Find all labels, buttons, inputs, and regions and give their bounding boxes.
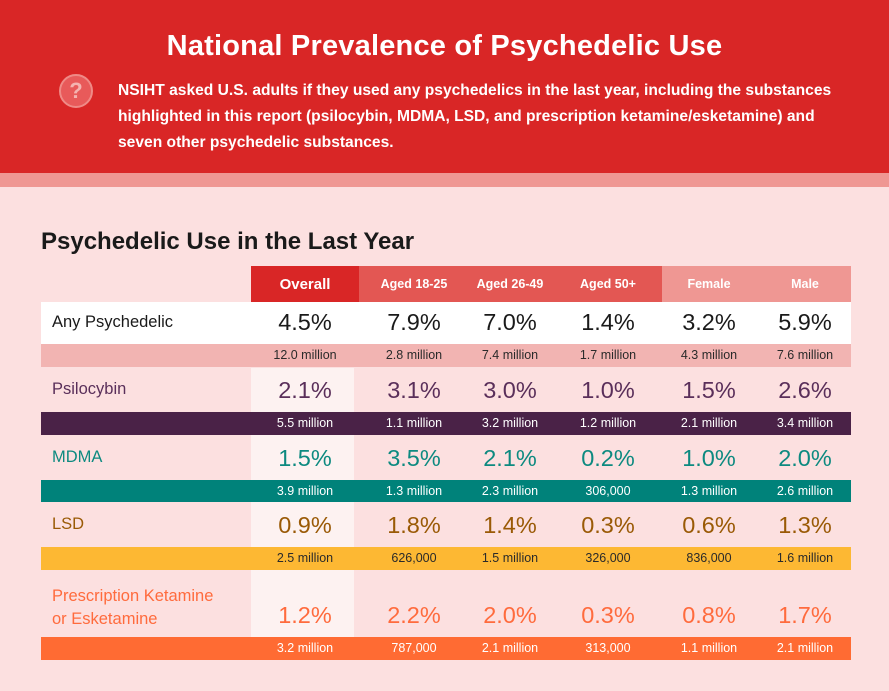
percent-value: 4.5% (278, 309, 332, 335)
row-label-line: Prescription Ketamine (52, 587, 214, 605)
percent-value: 7.0% (483, 309, 537, 335)
intro-text: NSIHT asked U.S. adults if they used any… (118, 82, 832, 151)
count-value: 5.5 million (276, 416, 334, 430)
row-bar-lsd (41, 547, 851, 570)
percent-value: 0.6% (682, 512, 736, 538)
percent-value: 0.3% (581, 602, 635, 628)
count-value: 1.3 million (680, 484, 738, 498)
percent-value: 2.6% (778, 377, 832, 403)
percent-value: 1.0% (682, 445, 736, 471)
percent-value: 2.0% (483, 602, 537, 628)
count-value: 7.4 million (481, 348, 539, 362)
count-value: 626,000 (391, 551, 437, 565)
header-divider-band (0, 173, 889, 187)
column-header-aged-18-25: Aged 18-25 (380, 277, 448, 291)
percent-value: 3.5% (387, 445, 441, 471)
percent-value: 1.0% (581, 377, 635, 403)
percent-value: 0.2% (581, 445, 635, 471)
row-label: Any Psychedelic (52, 313, 174, 331)
question-circle-icon: ? (59, 74, 93, 108)
count-value: 2.8 million (385, 348, 443, 362)
row-bar-psilocybin (41, 412, 851, 435)
percent-value: 2.0% (778, 445, 832, 471)
count-value: 1.1 million (385, 416, 443, 430)
count-value: 787,000 (391, 641, 437, 655)
header-bg-overall (251, 266, 359, 302)
count-value: 306,000 (585, 484, 631, 498)
percent-value: 3.2% (682, 309, 736, 335)
row-label: Psilocybin (52, 379, 127, 398)
header-bg-gender (662, 266, 851, 302)
column-header-aged-50-: Aged 50+ (580, 277, 636, 291)
column-header-overall: Overall (279, 275, 331, 293)
count-value: 1.3 million (385, 484, 443, 498)
count-value: 1.5 million (481, 551, 539, 565)
percent-value: 0.9% (278, 512, 332, 538)
count-value: 3.9 million (276, 484, 334, 498)
percent-value: 5.9% (778, 309, 832, 335)
count-value: 2.6 million (776, 484, 834, 498)
column-header-male: Male (791, 277, 819, 291)
count-value: 7.6 million (776, 348, 834, 362)
percent-value: 1.4% (483, 512, 537, 538)
row-label: Prescription Ketamine or Esketamine (52, 585, 213, 631)
percent-value: 1.2% (278, 602, 332, 628)
count-value: 3.2 million (276, 641, 334, 655)
percent-value: 3.1% (387, 377, 441, 403)
percent-value: 3.0% (483, 377, 537, 403)
count-value: 836,000 (686, 551, 732, 565)
count-value: 12.0 million (273, 348, 337, 362)
count-value: 2.1 million (680, 416, 738, 430)
percent-value: 1.8% (387, 512, 441, 538)
page-title: National Prevalence of Psychedelic Use (166, 30, 723, 62)
header-banner (0, 0, 889, 173)
table-title: Psychedelic Use in the Last Year (41, 228, 415, 255)
row-bar-mdma (41, 480, 851, 502)
count-value: 1.6 million (776, 551, 834, 565)
percent-value: 0.8% (682, 602, 736, 628)
percent-value: 2.1% (483, 445, 537, 471)
percent-value: 1.5% (682, 377, 736, 403)
count-value: 1.2 million (579, 416, 637, 430)
count-value: 4.3 million (680, 348, 738, 362)
percent-value: 1.5% (278, 445, 332, 471)
row-label: MDMA (52, 447, 103, 466)
count-value: 3.2 million (481, 416, 539, 430)
column-header-aged-26-49: Aged 26-49 (476, 277, 544, 291)
count-value: 1.1 million (680, 641, 738, 655)
percent-value: 7.9% (387, 309, 441, 335)
count-value: 1.7 million (579, 348, 637, 362)
percent-value: 0.3% (581, 512, 635, 538)
column-header-female: Female (687, 277, 731, 291)
row-bar-prescription-ketamine-or-esketamine (41, 637, 851, 660)
count-value: 326,000 (585, 551, 631, 565)
row-any-psychedelic (41, 302, 851, 344)
header-bg-age (359, 266, 662, 302)
percent-value: 1.3% (778, 512, 832, 538)
percent-value: 2.1% (278, 377, 332, 403)
percent-value: 2.2% (387, 602, 441, 628)
count-value: 2.1 million (776, 641, 834, 655)
row-label: LSD (52, 514, 85, 533)
row-label-line: or Esketamine (52, 610, 158, 628)
percent-value: 1.4% (581, 309, 635, 335)
count-value: 2.1 million (481, 641, 539, 655)
count-value: 2.3 million (481, 484, 539, 498)
count-value: 3.4 million (776, 416, 834, 430)
row-bar-any-psychedelic (41, 344, 851, 367)
percent-value: 1.7% (778, 602, 832, 628)
count-value: 2.5 million (276, 551, 334, 565)
count-value: 313,000 (585, 641, 631, 655)
